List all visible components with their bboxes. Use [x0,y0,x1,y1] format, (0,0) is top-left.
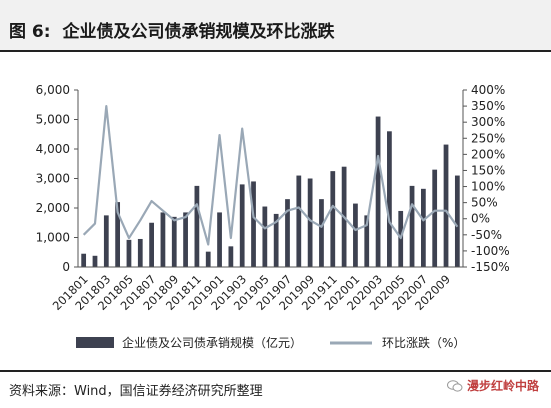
right-y-axis: -150% -100% -50% 0% 50% 100% 150% 200% 250% 300% 3… [462,83,510,274]
bars-layer [81,116,460,268]
bar-201911 [330,171,336,268]
bar-201902 [228,246,234,267]
bar-201810 [183,212,188,267]
legend: 企业债及公司债承销规模（亿元） 环比涨跌（%） [76,335,465,350]
figure-title-bar: 图 6: 企业债及公司债承销规模及环比涨跌 [0,0,551,52]
left-tick-label: 0 [62,260,70,274]
bar-202007 [420,188,426,267]
bar-201801 [81,253,87,267]
bar-201811 [194,185,200,268]
bar-201804 [115,202,121,267]
right-tick-label: -100% [471,244,510,258]
left-tick-label: 1,000 [36,231,70,245]
bar-201807 [149,222,154,267]
bar-202001 [353,203,358,267]
combo-chart: 0 1,000 2,000 3,000 4,000 5,000 6,000 -150% -10… [36,83,510,350]
bar-201909 [307,178,313,267]
figure-label: 图 6: [9,22,51,42]
left-tick-label: 4,000 [36,142,70,156]
bar-201812 [205,251,211,267]
right-tick-label: 0% [471,212,490,226]
source-note: 资料来源：Wind，国信证券经济研究所整理 [9,384,263,399]
bar-201806 [137,238,143,267]
bar-201809 [171,216,177,267]
bar-201904 [251,181,256,267]
bar-201905 [262,206,268,267]
x-axis: 2018012018032018052018072018092018112019… [50,266,463,313]
bar-202003 [375,116,381,267]
bar-201907 [285,199,290,267]
source-divider [0,370,551,372]
legend-label-line: 环比涨跌（%） [382,335,465,350]
mom-change-line [82,104,459,246]
right-tick-label: 150% [471,163,505,177]
left-tick-label: 5,000 [36,113,70,127]
bar-201901 [217,212,222,267]
bar-201802 [92,255,98,267]
right-tick-label: -150% [471,260,510,274]
right-tick-label: 250% [471,131,505,145]
bar-201803 [103,215,109,268]
bar-201908 [296,175,302,267]
watermark: 漫步红岭中路 [446,377,539,394]
wechat-icon [446,379,463,392]
bar-202009 [443,144,449,267]
bar-202010 [454,175,460,267]
bar-202008 [432,169,438,267]
left-y-axis: 0 1,000 2,000 3,000 4,000 5,000 6,000 [36,83,79,274]
left-tick-label: 6,000 [36,83,70,97]
right-tick-label: 200% [471,147,505,161]
legend-swatch-bars [76,337,114,348]
watermark-text: 漫步红岭中路 [466,379,539,393]
bar-201910 [319,199,324,267]
bar-202002 [364,215,370,268]
bar-201805 [126,239,132,267]
right-tick-label: 350% [471,99,505,113]
line-layer [82,104,459,246]
left-tick-label: 3,000 [36,172,70,186]
bar-201808 [160,212,166,267]
right-tick-label: 400% [471,83,505,97]
right-tick-label: -50% [471,228,502,242]
right-tick-label: 50% [471,196,498,210]
bar-201906 [273,213,279,267]
bar-202004 [387,131,392,267]
bar-202006 [409,185,415,268]
left-tick-label: 2,000 [36,201,70,215]
legend-label-bars: 企业债及公司债承销规模（亿元） [122,335,302,350]
right-tick-label: 300% [471,115,505,129]
figure-title: 图 6: 企业债及公司债承销规模及环比涨跌 [9,17,335,42]
bar-201903 [239,184,245,267]
figure-title-text: 企业债及公司债承销规模及环比涨跌 [62,22,335,42]
right-tick-label: 100% [471,180,505,194]
